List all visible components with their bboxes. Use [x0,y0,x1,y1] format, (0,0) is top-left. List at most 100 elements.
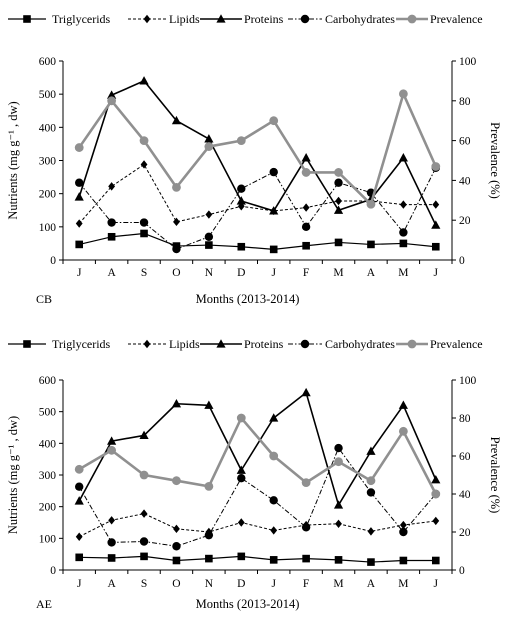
legend-label: Triglycerids [52,337,111,351]
series-line-prevalence [78,416,437,495]
x-axis-label: Months (2013-2014) [196,597,300,611]
chart-panel-2: Triglycerids Lipids Proteins Carbohydrates P… [6,337,502,611]
data-point-carbohydrates [139,218,149,227]
data-point-triglycerids [367,558,375,566]
legend-label: Triglycerids [52,12,111,26]
data-point-carbohydrates [399,527,408,537]
data-point-lipids [367,527,375,536]
data-point-proteins [333,205,344,214]
y-tick-label-right: 100 [459,375,477,387]
y-tick-label-right: 0 [459,255,465,267]
legend-marker [216,14,226,23]
series-line-triglycerids [79,555,436,563]
legend-item-proteins: Proteins [200,12,284,26]
legend-marker [300,14,310,24]
y-tick-label-right: 80 [459,413,471,425]
data-point-proteins [333,500,344,509]
data-point-lipids [302,203,310,212]
x-tick-label: A [107,578,116,590]
data-point-triglycerids [302,241,310,250]
data-point-carbohydrates [366,488,376,497]
x-tick-label: F [303,578,309,590]
legend-label: Proteins [244,12,284,26]
data-point-prevalence [269,451,279,461]
data-point-prevalence [139,470,149,480]
series-prevalence [74,413,441,499]
data-point-triglycerids [75,553,84,562]
y-tick-label-right: 60 [459,451,471,463]
legend-marker [407,339,417,349]
x-tick-label: J [271,578,276,590]
data-point-triglycerids [205,241,213,249]
data-point-prevalence [398,89,408,99]
y-tick-label-left: 100 [39,222,57,234]
legend-marker [407,14,417,24]
data-point-triglycerids [399,556,408,565]
data-point-triglycerids [334,238,343,247]
data-point-triglycerids [205,554,213,563]
data-point-lipids [270,526,278,535]
data-point-proteins [301,387,311,397]
x-tick-label: M [398,578,408,590]
data-point-lipids [75,219,83,228]
series-lipids [75,160,440,228]
data-point-prevalence [139,136,149,146]
data-point-lipids [335,196,342,206]
series-triglycerids [75,552,440,566]
data-point-prevalence [204,482,214,491]
x-tick-label: O [172,267,180,279]
data-point-lipids [205,210,213,219]
data-point-triglycerids [172,556,181,565]
legend-marker [23,15,31,23]
data-point-prevalence [431,162,441,171]
series-line-triglycerids [79,232,436,250]
y-tick-label-left: 200 [39,502,57,514]
data-point-triglycerids [237,242,246,251]
x-tick-label: D [237,267,245,279]
legend-label: Carbohydrates [325,12,395,26]
data-point-prevalence [74,143,84,152]
y-tick-label-right: 20 [459,215,471,227]
data-point-prevalence [204,142,214,151]
y-axis-label-right: Prevalence (%) [488,122,502,199]
legend: Triglycerids Lipids Proteins Carbohydrates P… [8,337,483,351]
data-point-prevalence [334,457,343,467]
series-proteins [74,387,441,509]
series-line-prevalence [78,92,437,206]
data-point-carbohydrates [237,473,246,483]
x-tick-label: M [333,267,343,279]
y-tick-label-left: 0 [50,255,56,267]
panel-label: CB [36,292,52,306]
data-point-carbohydrates [204,232,214,241]
data-point-proteins [269,413,279,422]
data-point-carbohydrates [301,523,311,532]
y-tick-label-left: 0 [50,565,56,577]
series-prevalence [74,89,441,209]
data-point-proteins [107,436,117,445]
data-point-carbohydrates [399,228,408,237]
data-point-proteins [236,465,246,474]
data-point-lipids [173,524,180,534]
y-tick-label-right: 60 [459,136,471,148]
data-point-carbohydrates [269,496,278,505]
data-point-proteins [74,192,84,201]
x-tick-label: S [141,267,147,279]
data-point-triglycerids [431,242,440,251]
data-point-prevalence [366,199,376,209]
legend-label: Lipids [169,12,200,26]
y-tick-label-right: 20 [459,527,471,539]
y-tick-label-right: 100 [459,56,477,68]
x-tick-label: A [367,578,376,590]
y-tick-label-left: 500 [39,407,57,419]
series-line-carbohydrates [78,447,437,547]
x-tick-label: J [434,578,439,590]
data-point-carbohydrates [237,184,246,193]
data-point-carbohydrates [75,178,84,187]
x-tick-label: A [107,267,116,279]
legend-marker [300,339,310,349]
legend-marker [216,339,226,348]
data-point-triglycerids [107,232,116,241]
data-point-prevalence [301,478,311,487]
y-axis-label-left: Nutrients (mg g⁻¹ , dw) [6,416,20,534]
